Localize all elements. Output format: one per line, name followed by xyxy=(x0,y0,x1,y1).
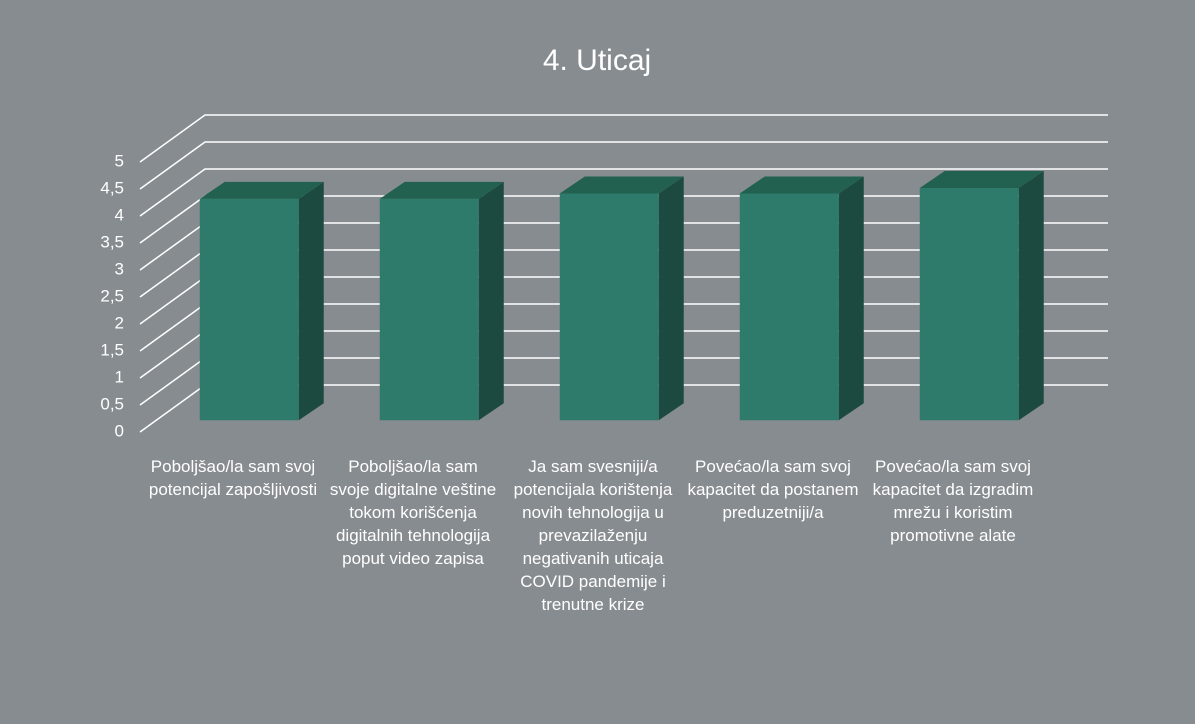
bar-front xyxy=(559,193,659,421)
bar-side xyxy=(658,176,684,421)
bar-side xyxy=(1018,171,1044,421)
bar xyxy=(379,181,504,421)
grid-line xyxy=(139,114,1108,163)
bar-top xyxy=(199,181,324,199)
bar xyxy=(739,176,864,421)
bar-front xyxy=(199,198,299,421)
y-tick-label: 4 xyxy=(115,205,124,224)
grid-line xyxy=(139,168,1108,217)
bar-side xyxy=(838,176,864,421)
y-tick-label: 2 xyxy=(115,313,124,332)
x-tick-label: Poboljšao/la sam svoj potencijal zapošlj… xyxy=(148,457,318,499)
y-tick-label: 0 xyxy=(115,421,124,440)
y-tick-label: 2,5 xyxy=(100,286,124,305)
y-tick-label: 1 xyxy=(115,367,124,386)
bar-front xyxy=(919,188,1019,421)
y-tick-label: 4,5 xyxy=(100,178,124,197)
y-tick-label: 5 xyxy=(115,151,124,170)
chart-title: 4. Uticaj xyxy=(543,44,651,77)
grid-line xyxy=(139,141,1108,190)
bar xyxy=(919,171,1044,421)
bar-top xyxy=(739,176,864,194)
bar-side xyxy=(478,181,504,421)
y-tick-label: 1,5 xyxy=(100,340,124,359)
y-tick-label: 3,5 xyxy=(100,232,124,251)
bar-front xyxy=(739,193,839,421)
bar-top xyxy=(379,181,504,199)
bar-side xyxy=(298,181,324,421)
bar-top xyxy=(919,171,1044,189)
x-tick-label: Ja sam svesniji/a potencijala korištenja… xyxy=(513,457,673,614)
x-tick-label: Povećao/la sam svoj kapacitet da postane… xyxy=(687,457,859,522)
x-tick-label: Povećao/la sam svoj kapacitet da izgradi… xyxy=(872,457,1034,545)
bar xyxy=(559,176,684,421)
y-tick-label: 3 xyxy=(115,259,124,278)
bar-top xyxy=(559,176,684,194)
x-tick-label: Poboljšao/la sam svoje digitalne veštine… xyxy=(329,457,497,568)
y-tick-label: 0,5 xyxy=(100,394,124,413)
bar-front xyxy=(379,198,479,421)
bar xyxy=(199,181,324,421)
